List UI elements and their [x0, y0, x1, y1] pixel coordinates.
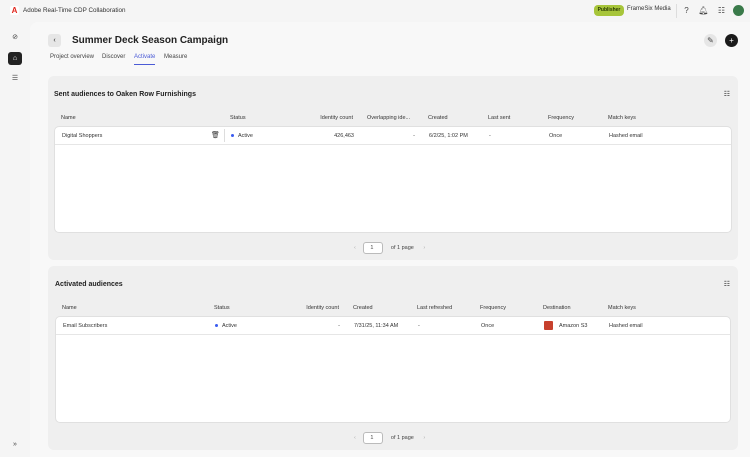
column-header[interactable]: Frequency: [548, 115, 574, 121]
cell-created: 6/2/25, 1:02 PM: [429, 133, 468, 139]
column-header[interactable]: Destination: [543, 305, 571, 311]
column-settings-icon[interactable]: ☷: [723, 91, 730, 98]
cell-overlapping: -: [413, 133, 415, 139]
cell-last-refreshed: -: [418, 323, 420, 329]
cell-name: Email Subscribers: [63, 323, 108, 329]
column-header[interactable]: Created: [353, 305, 373, 311]
divider: [676, 4, 677, 18]
tab-discover[interactable]: Discover: [102, 54, 126, 60]
column-header[interactable]: Frequency: [480, 305, 506, 311]
status-text: Active: [238, 133, 253, 139]
table-row[interactable]: Digital Shoppers 🗑︎ Active 426,463 - 6/2…: [55, 127, 731, 144]
app-title: Adobe Real-Time CDP Collaboration: [23, 7, 126, 14]
column-header[interactable]: Overlapping ide...: [367, 115, 411, 121]
top-bar: A Adobe Real-Time CDP Collaboration Publ…: [0, 0, 750, 22]
bell-icon[interactable]: 🔔︎: [698, 6, 709, 15]
next-page-icon[interactable]: ›: [423, 435, 426, 441]
edit-button[interactable]: ✎: [704, 34, 717, 47]
cell-status: Active: [215, 323, 237, 329]
status-dot-icon: [231, 134, 234, 138]
help-icon[interactable]: ?: [684, 6, 689, 15]
prev-page-icon[interactable]: ‹: [354, 245, 356, 251]
card-title: Sent audiences to Oaken Row Furnishings: [54, 91, 196, 98]
page-title: Summer Deck Season Campaign: [72, 35, 229, 46]
column-header[interactable]: Identity count: [306, 305, 339, 311]
cell-frequency: Once: [481, 323, 495, 329]
divider: [56, 334, 730, 335]
page-input[interactable]: 1: [363, 432, 384, 444]
column-header[interactable]: Name: [62, 305, 77, 311]
pagination: ‹ 1 of 1 page ›: [354, 242, 425, 254]
cell-frequency: Once: [549, 133, 563, 139]
column-header[interactable]: Last sent: [488, 115, 511, 121]
destination-name: Amazon S3: [559, 322, 588, 329]
cell-created: 7/31/25, 11:34 AM: [354, 323, 399, 329]
cell-match-keys: Hashed email: [609, 133, 643, 139]
amazon-s3-icon: [544, 321, 553, 330]
page-count: of 1 page: [390, 245, 414, 251]
activated-table: Email Subscribers Active - 7/31/25, 11:3…: [55, 316, 731, 423]
status-dot-icon: [215, 324, 218, 328]
cell-destination: Amazon S3: [544, 321, 587, 330]
avatar[interactable]: [733, 5, 744, 16]
org-switcher[interactable]: FrameSix Media: [627, 6, 671, 12]
status-text: Active: [222, 323, 237, 329]
sidebar: ⊘ ⌂ ☰ »: [0, 22, 30, 457]
column-header[interactable]: Status: [214, 305, 230, 311]
column-header[interactable]: Name: [61, 115, 76, 121]
page-count: of 1 page: [390, 435, 414, 441]
back-button[interactable]: ‹: [48, 34, 61, 47]
cell-last-sent: -: [489, 133, 491, 139]
add-button[interactable]: +: [725, 34, 738, 47]
cell-name: Digital Shoppers: [62, 133, 103, 139]
role-badge: Publisher: [594, 5, 624, 16]
card-title: Activated audiences: [55, 281, 123, 288]
tab-project-overview[interactable]: Project overview: [50, 54, 95, 60]
cell-status: Active: [231, 133, 253, 139]
cell-identity-count: 426,463: [334, 133, 354, 139]
column-header[interactable]: Created: [428, 115, 448, 121]
pagination: ‹ 1 of 1 page ›: [354, 432, 425, 444]
page-input[interactable]: 1: [363, 242, 384, 254]
expand-sidebar-icon[interactable]: »: [13, 441, 17, 448]
sidebar-data-icon[interactable]: ☰: [11, 75, 19, 82]
sent-table: Digital Shoppers 🗑︎ Active 426,463 - 6/2…: [54, 126, 732, 233]
column-header[interactable]: Identity count: [320, 115, 353, 121]
next-page-icon[interactable]: ›: [423, 245, 426, 251]
trash-icon[interactable]: 🗑︎: [211, 132, 220, 139]
column-header[interactable]: Match keys: [608, 115, 636, 121]
column-header[interactable]: Status: [230, 115, 246, 121]
sidebar-discover-icon[interactable]: ⊘: [12, 34, 18, 41]
table-row[interactable]: Email Subscribers Active - 7/31/25, 11:3…: [56, 317, 730, 334]
prev-page-icon[interactable]: ‹: [354, 435, 356, 441]
sent-audiences-card: Sent audiences to Oaken Row Furnishings …: [48, 76, 738, 260]
column-header[interactable]: Last refreshed: [417, 305, 453, 311]
divider: [55, 144, 731, 145]
divider: [224, 129, 225, 142]
activated-audiences-card: Activated audiences ☷ Name Status Identi…: [48, 266, 738, 450]
column-settings-icon[interactable]: ☷: [723, 281, 730, 288]
tab-activate[interactable]: Activate: [134, 54, 156, 65]
cell-match-keys: Hashed email: [609, 323, 643, 329]
sidebar-activate-icon[interactable]: ⌂: [8, 52, 22, 65]
adobe-logo-icon: A: [10, 6, 19, 15]
apps-grid-icon[interactable]: ☷: [717, 6, 726, 15]
column-header[interactable]: Match keys: [608, 305, 636, 311]
cell-identity-count: -: [338, 323, 340, 329]
tab-measure[interactable]: Measure: [164, 54, 188, 60]
